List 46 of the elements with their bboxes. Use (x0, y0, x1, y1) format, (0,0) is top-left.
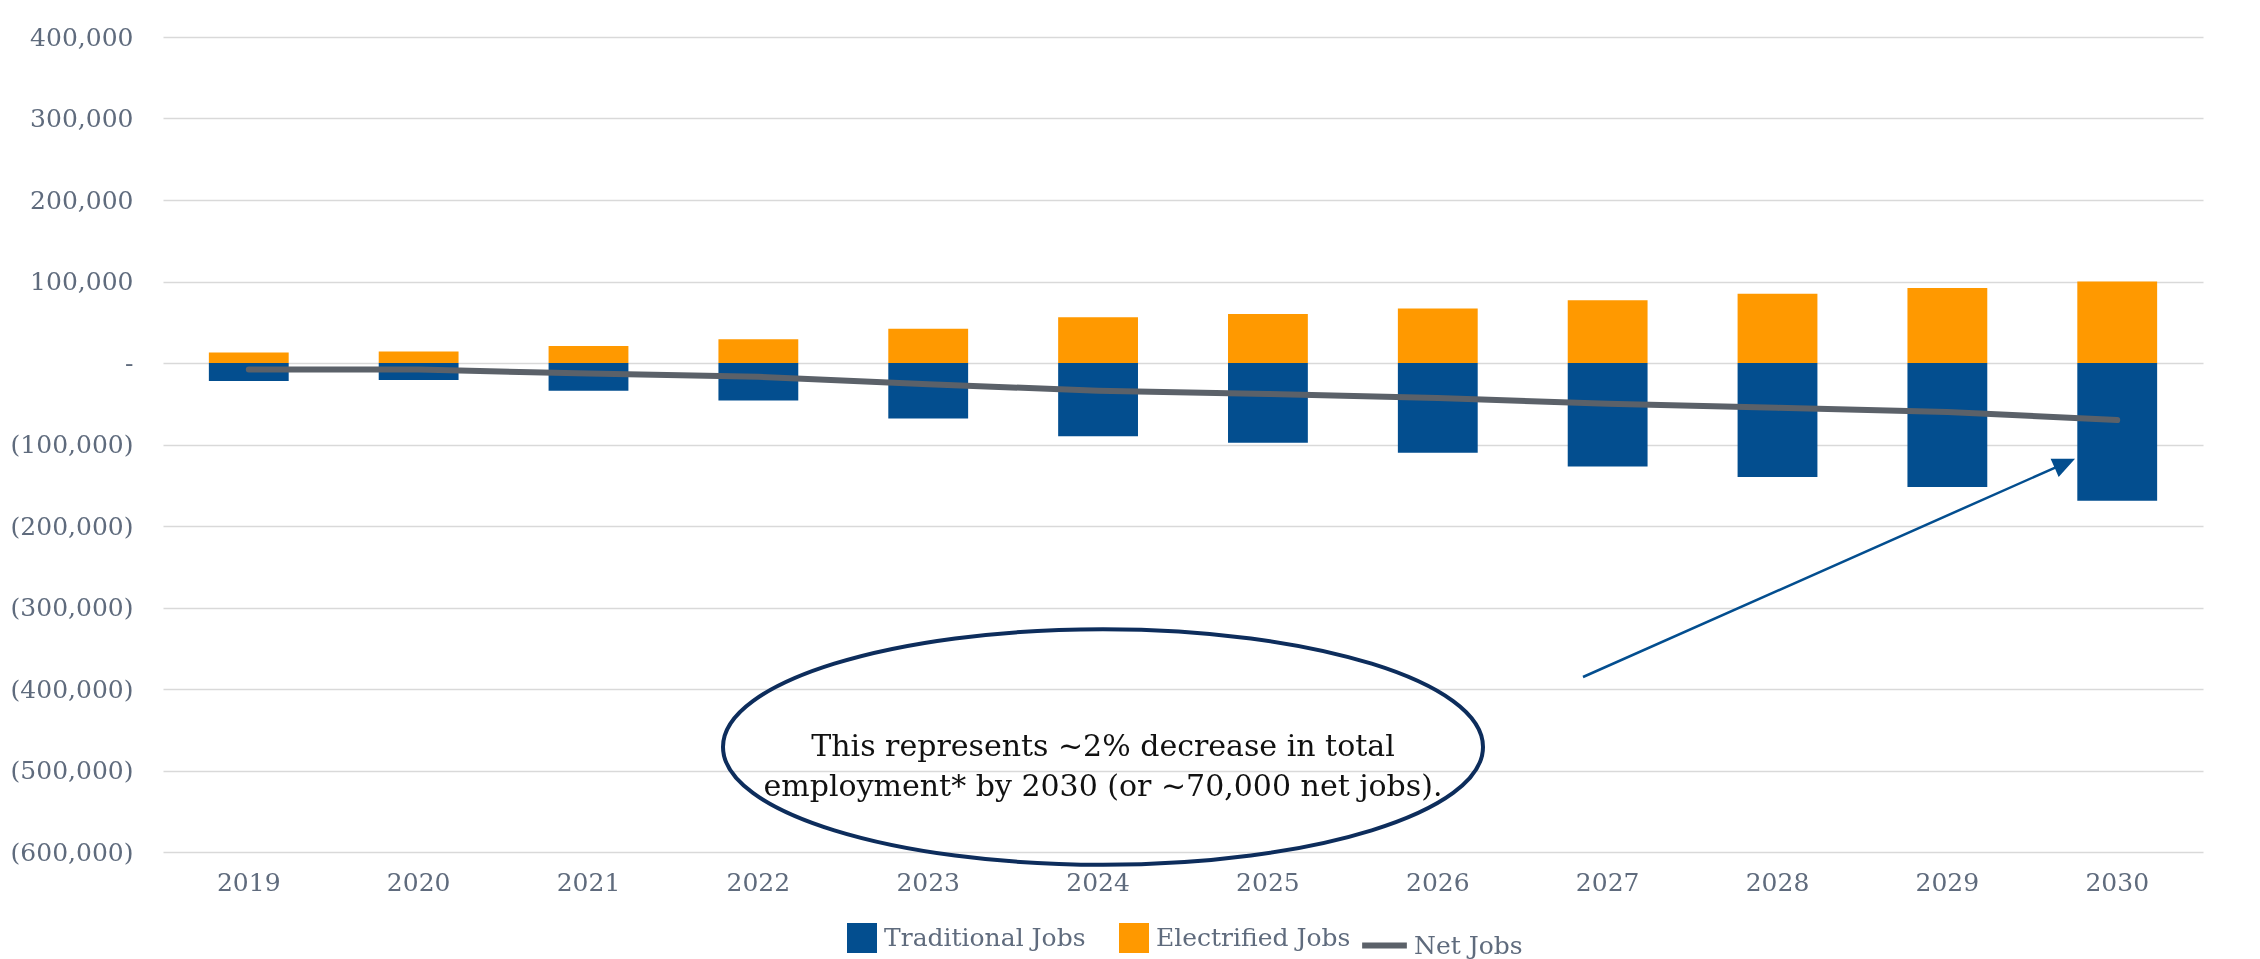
bar (1907, 363, 1988, 487)
bar (1228, 363, 1308, 443)
y-tick-label: 200,000 (30, 185, 134, 215)
bar (718, 339, 799, 363)
x-tick-label: 2027 (1575, 867, 1640, 897)
x-tick-label: 2020 (386, 867, 451, 897)
legend-label: Electrified Jobs (1156, 923, 1351, 952)
x-tick-label: 2029 (1915, 867, 1980, 897)
x-tick-label: 2030 (2085, 867, 2150, 897)
bar (1228, 314, 1308, 363)
y-tick-label: 400,000 (30, 22, 134, 52)
bar (548, 345, 629, 363)
annotation: This represents ~2% decrease in total employment* by 2030 (or ~70,000 net jobs). (763, 728, 1443, 803)
y-tick-label: 100,000 (30, 267, 134, 296)
x-tick-label: 2021 (556, 867, 621, 897)
legend-label: Net Jobs (1414, 930, 1523, 959)
bar (378, 351, 459, 363)
y-tick-label: 300,000 (30, 104, 134, 133)
x-tick-label: 2024 (1066, 867, 1130, 897)
y-tick-label: (500,000) (10, 756, 134, 785)
y-tick-label: (600,000) (10, 837, 134, 867)
bar (1907, 288, 1988, 363)
bar (1567, 300, 1648, 363)
bar (888, 328, 969, 363)
x-tick-label: 2019 (216, 867, 281, 897)
bar (1737, 363, 1818, 478)
bar (2077, 363, 2158, 501)
bar (2077, 281, 2158, 363)
bar (1058, 363, 1138, 437)
bar (1567, 363, 1648, 467)
bar (1397, 363, 1478, 453)
bar (1737, 293, 1818, 363)
y-tick-label: (300,000) (10, 593, 134, 622)
y-tick-label: (400,000) (10, 674, 134, 704)
x-tick-label: 2026 (1405, 867, 1470, 897)
legend-label: Traditional Jobs (884, 923, 1086, 952)
x-tick-label: 2022 (726, 867, 791, 897)
bar (208, 352, 289, 363)
y-tick-label: (200,000) (10, 511, 134, 541)
y-tick-label: (100,000) (10, 430, 134, 459)
bar (1397, 308, 1478, 363)
y-tick-label: - (125, 348, 134, 378)
x-tick-label: 2025 (1236, 867, 1300, 897)
x-tick-label: 2023 (896, 867, 961, 897)
x-tick-label: 2028 (1745, 867, 1810, 897)
bar (1058, 317, 1138, 363)
